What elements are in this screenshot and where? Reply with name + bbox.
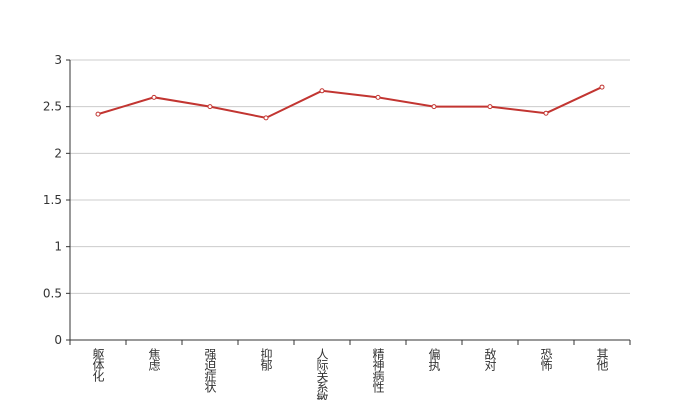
line <box>97 86 603 119</box>
x-tick-label: 敌对 <box>483 347 497 371</box>
x-tick-label: 强迫症状 <box>203 348 217 393</box>
x-tick-label: 恐怖 <box>539 348 553 371</box>
point <box>375 94 381 100</box>
point <box>263 115 269 121</box>
point <box>207 104 213 110</box>
point <box>487 104 493 110</box>
point <box>95 111 101 117</box>
point <box>599 84 605 90</box>
y-tick-label: 2.5 <box>43 100 62 114</box>
x-tick-label: 焦虑 <box>147 348 161 371</box>
point <box>431 104 437 110</box>
y-tick-label: 0.5 <box>43 286 62 300</box>
y-tick-label: 1.5 <box>43 193 62 207</box>
x-tick-label: 偏执 <box>427 347 441 372</box>
y-tick-label: 1 <box>54 240 62 254</box>
point <box>543 110 549 116</box>
y-tick-label: 2 <box>54 146 62 160</box>
point <box>151 94 157 100</box>
y-tick-label: 3 <box>54 53 62 67</box>
point <box>319 88 325 94</box>
x-tick-label: 躯体化 <box>91 347 105 383</box>
x-tick-label: 精神病性 <box>371 348 385 394</box>
x-tick-label: 其他 <box>595 348 609 371</box>
y-tick-label: 0 <box>54 333 62 347</box>
x-tick-label: 抑郁 <box>259 347 273 372</box>
x-tick-label: 人际关系敏感 <box>315 348 329 400</box>
